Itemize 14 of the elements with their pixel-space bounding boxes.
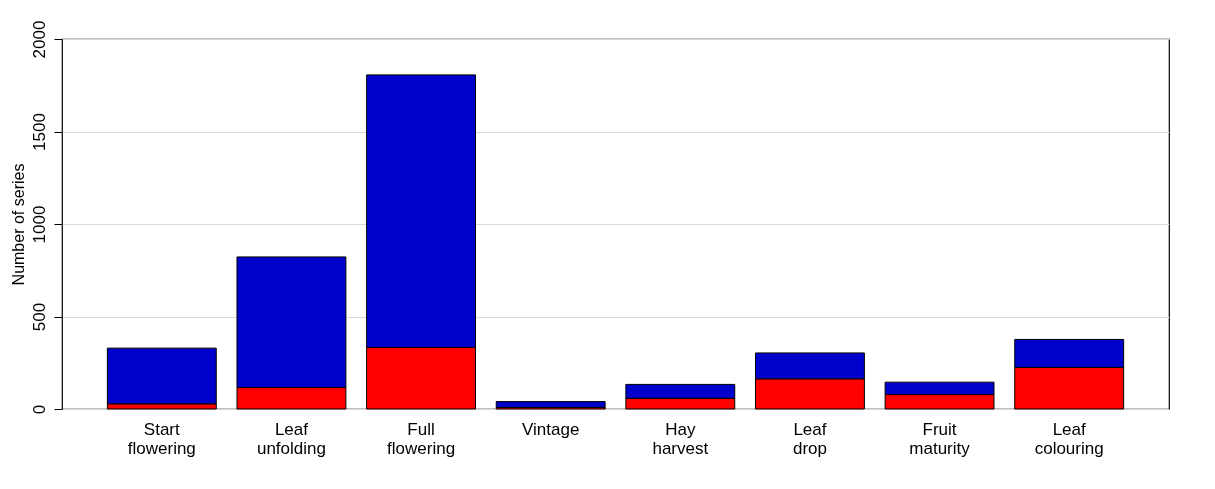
x-tick-label: Hay harvest [652, 419, 709, 458]
x-tick-label: Leaf colouring [1034, 419, 1104, 458]
x-tick-label: Fruit maturity [909, 419, 971, 458]
x-tick-label: Start flowering [127, 419, 196, 458]
y-tick-label: 1500 [29, 113, 49, 151]
x-tick-label: Full flowering [387, 419, 456, 458]
y-tick-label: 500 [29, 302, 49, 332]
y-axis-title: Number of series [9, 163, 27, 286]
y-tick-label: 1000 [29, 205, 49, 244]
y-tick-label: 0 [29, 404, 49, 415]
x-tick-label: Vintage [522, 419, 580, 439]
x-tick-label: Leaf unfolding [256, 419, 326, 458]
y-tick-label: 2000 [29, 20, 49, 59]
x-tick-label: Leaf drop [792, 419, 827, 458]
